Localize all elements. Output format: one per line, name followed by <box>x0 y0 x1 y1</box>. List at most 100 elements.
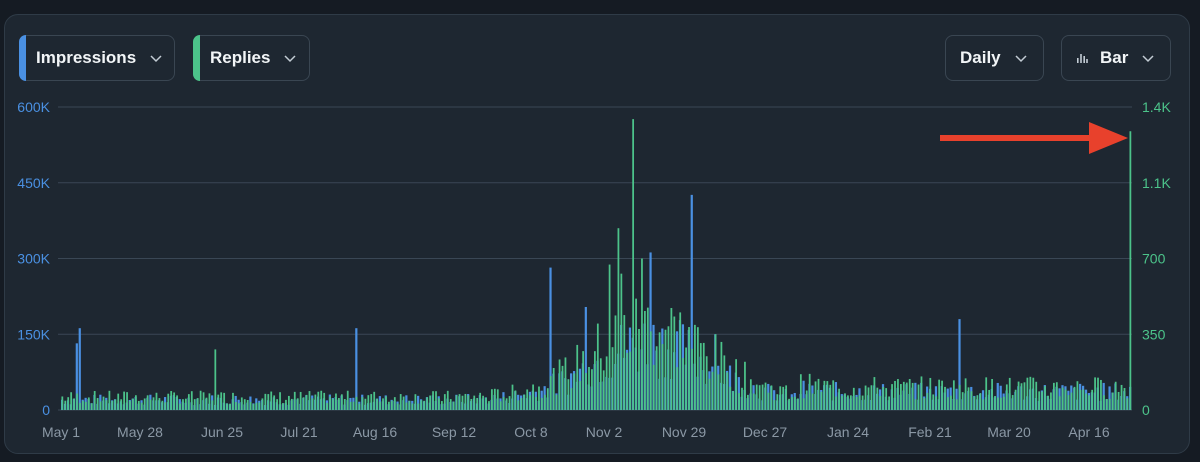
replies-bar <box>314 394 317 410</box>
replies-bar <box>902 381 905 410</box>
replies-bar <box>399 394 402 410</box>
replies-bar <box>343 399 346 410</box>
replies-bar <box>367 395 370 410</box>
replies-bar <box>644 310 646 410</box>
replies-bar <box>732 391 735 410</box>
replies-bar <box>132 398 134 410</box>
replies-bar <box>805 390 808 410</box>
replies-bar <box>340 394 343 410</box>
replies-bar <box>1011 395 1014 410</box>
replies-bar <box>1120 384 1123 410</box>
replies-bar <box>470 398 473 410</box>
x-tick-label: May 28 <box>117 424 163 440</box>
replies-bar <box>117 393 120 410</box>
replies-bar <box>243 399 246 410</box>
replies-bar <box>429 395 431 410</box>
replies-bar <box>543 394 546 410</box>
interval-selector[interactable]: Daily <box>945 35 1044 81</box>
replies-bar <box>529 395 532 410</box>
replies-bar <box>1023 382 1026 410</box>
replies-bar <box>317 391 320 410</box>
replies-bar <box>352 401 355 410</box>
x-tick-label: May 1 <box>42 424 80 440</box>
replies-bar <box>226 403 228 410</box>
replies-bar <box>1070 392 1073 410</box>
x-tick-label: Jun 25 <box>201 424 243 440</box>
replies-bar <box>329 396 331 410</box>
replies-bar <box>240 397 243 410</box>
replies-bar <box>835 396 838 410</box>
replies-bar <box>90 403 93 410</box>
replies-bar <box>458 394 461 410</box>
replies-bar <box>894 380 896 410</box>
replies-bar <box>755 384 758 410</box>
replies-bar <box>552 367 555 410</box>
replies-bar <box>211 400 214 410</box>
replies-bar <box>699 343 702 410</box>
x-tick-label: Dec 27 <box>743 424 788 440</box>
replies-bar <box>349 401 352 410</box>
replies-bar <box>988 389 991 410</box>
x-tick-label: Oct 8 <box>514 424 548 440</box>
impressions-bar <box>417 395 420 410</box>
replies-bar <box>96 398 99 410</box>
replies-bar <box>193 399 196 410</box>
impressions-metric-selector[interactable]: Impressions <box>19 35 175 81</box>
replies-bar <box>152 397 155 410</box>
replies-bar <box>499 401 502 410</box>
replies-bar <box>376 398 379 410</box>
replies-bar <box>729 386 732 410</box>
chart-style-selector[interactable]: Bar <box>1061 35 1171 81</box>
replies-bar <box>123 391 125 410</box>
replies-bar <box>355 396 358 410</box>
replies-bar <box>417 403 420 410</box>
replies-bar <box>1008 377 1011 410</box>
replies-bar <box>390 400 393 410</box>
replies-bar <box>914 399 917 410</box>
replies-bar <box>223 392 226 410</box>
replies-bar <box>864 385 867 410</box>
replies-bar <box>514 390 517 410</box>
replies-bar <box>161 400 164 410</box>
replies-bar <box>196 398 199 410</box>
replies-bar <box>320 390 323 410</box>
replies-bar <box>976 395 979 410</box>
replies-bar <box>438 398 440 410</box>
replies-bar <box>1005 384 1008 410</box>
replies-bar <box>1052 382 1055 410</box>
replies-bar <box>764 382 767 410</box>
replies-bar <box>652 364 655 410</box>
replies-bar <box>1014 389 1017 410</box>
replies-bar <box>964 378 967 410</box>
replies-bar <box>261 398 264 410</box>
replies-bar <box>502 396 505 410</box>
replies-bar <box>749 379 752 410</box>
replies-bar <box>482 395 484 410</box>
replies-bar <box>532 384 534 410</box>
replies-bar <box>299 391 302 410</box>
replies-bar <box>237 403 240 410</box>
replies-bar <box>140 402 143 410</box>
replies-metric-selector[interactable]: Replies <box>193 35 310 81</box>
impressions-bar <box>549 267 552 410</box>
replies-bar <box>82 400 84 410</box>
x-tick-label: Nov 2 <box>586 424 623 440</box>
replies-bar <box>249 402 252 410</box>
replies-bar <box>370 394 373 410</box>
replies-bar <box>694 324 696 410</box>
replies-bar <box>267 394 270 410</box>
replies-bar <box>746 394 749 410</box>
replies-bar <box>1017 381 1020 410</box>
replies-bar <box>308 391 311 410</box>
replies-bar <box>982 399 985 410</box>
replies-bar <box>408 400 411 410</box>
replies-bar <box>947 397 949 410</box>
replies-bar <box>452 401 455 410</box>
impressions-bar <box>834 382 838 410</box>
replies-bar <box>1123 388 1126 410</box>
replies-bar <box>811 393 814 410</box>
replies-bar <box>1097 377 1099 410</box>
replies-bar <box>973 396 976 410</box>
replies-bar <box>102 396 105 410</box>
